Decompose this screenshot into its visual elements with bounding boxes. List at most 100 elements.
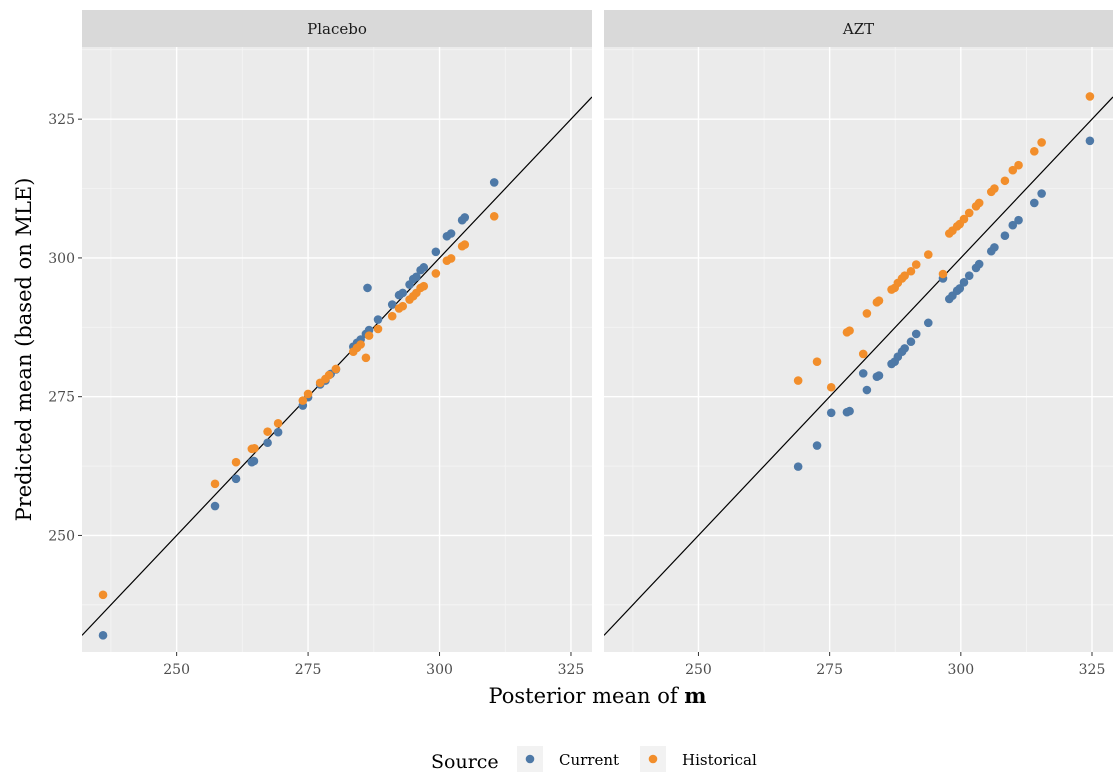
data-point: [373, 315, 383, 324]
y-tick-label: 325: [48, 112, 75, 128]
data-point: [862, 385, 872, 395]
x-tick-label: 300: [426, 662, 453, 678]
data-point: [959, 278, 969, 287]
legend-key-marker: [648, 754, 658, 764]
data-point: [959, 214, 969, 224]
x-tick-label: 275: [816, 662, 843, 678]
data-point: [361, 353, 371, 363]
data-point: [387, 300, 397, 309]
series-historical: [793, 92, 1095, 392]
data-point: [303, 389, 313, 399]
data-point: [446, 229, 456, 238]
data-point: [98, 631, 108, 640]
data-point: [373, 324, 383, 334]
reference-line-y-equals-x: [604, 96, 1113, 636]
facet-strip-label: AZT: [842, 20, 874, 38]
data-point: [249, 456, 259, 466]
data-point: [826, 382, 836, 392]
x-tick-label: 275: [295, 662, 322, 678]
data-point: [990, 184, 999, 193]
data-point: [923, 318, 933, 328]
data-point: [906, 266, 916, 276]
data-point: [231, 457, 241, 467]
x-tick-label: 250: [163, 662, 190, 678]
data-point: [1014, 160, 1023, 170]
data-point: [419, 281, 429, 291]
data-point: [974, 198, 984, 208]
data-point: [460, 240, 470, 249]
data-point: [900, 271, 909, 280]
data-point: [900, 344, 909, 353]
data-point: [431, 269, 441, 278]
facet-strip-label: Placebo: [307, 20, 367, 38]
legend-title: Source: [431, 751, 499, 773]
data-point: [431, 247, 441, 257]
data-point: [1037, 189, 1046, 198]
data-point: [210, 479, 220, 489]
legend-label-current: Current: [559, 751, 619, 769]
data-point: [911, 329, 921, 339]
data-point: [955, 284, 965, 293]
data-point: [250, 443, 259, 453]
data-point: [793, 462, 803, 471]
data-point: [263, 438, 272, 448]
data-point: [812, 441, 822, 450]
data-point: [419, 263, 429, 272]
x-tick-label: 325: [1079, 662, 1106, 678]
data-point: [1029, 147, 1039, 156]
data-point: [412, 272, 421, 282]
data-point: [356, 340, 365, 349]
legend-label-historical: Historical: [682, 751, 757, 769]
series-current: [793, 136, 1095, 471]
data-point: [387, 311, 397, 321]
data-point: [489, 178, 499, 187]
facet-strip: [604, 10, 1113, 47]
legend: Source Current Historical: [431, 746, 757, 773]
data-point: [1000, 176, 1010, 186]
data-point: [1014, 215, 1023, 225]
panel-azt: AZT 250 275 300 325: [604, 10, 1113, 678]
facet-strip: [82, 10, 592, 47]
data-point: [331, 364, 341, 374]
panel-placebo: Placebo 250 275 300 325 250 275 300 325: [48, 10, 592, 678]
data-point: [862, 309, 872, 318]
data-point: [812, 357, 822, 367]
data-point: [363, 283, 372, 293]
data-point: [364, 331, 374, 340]
data-point: [923, 250, 933, 259]
x-tick-label: 300: [947, 662, 974, 678]
y-tick-label: 275: [48, 390, 75, 406]
data-point: [938, 269, 948, 279]
x-tick-label: 325: [558, 662, 585, 678]
data-point: [231, 474, 241, 484]
data-point: [845, 326, 854, 335]
data-point: [1008, 220, 1018, 230]
panel-background: [82, 47, 592, 652]
data-point: [793, 376, 803, 385]
data-point: [1037, 138, 1046, 147]
data-point: [1000, 231, 1010, 241]
data-point: [858, 369, 868, 378]
data-point: [1085, 136, 1095, 146]
data-point: [273, 419, 283, 428]
data-point: [398, 301, 408, 311]
data-point: [964, 271, 974, 280]
data-point: [273, 427, 283, 437]
data-point: [489, 211, 499, 221]
data-point: [911, 260, 921, 269]
data-point: [98, 590, 108, 600]
data-point: [826, 408, 836, 418]
data-point: [906, 337, 916, 347]
data-point: [874, 296, 884, 305]
data-point: [1029, 198, 1039, 208]
data-point: [990, 243, 999, 252]
data-point: [1085, 92, 1095, 101]
y-axis-title: Predicted mean (based on MLE): [12, 178, 36, 522]
y-tick-label: 250: [48, 528, 75, 544]
data-point: [298, 396, 308, 405]
data-point: [460, 213, 470, 222]
data-point: [263, 427, 272, 436]
x-axis-title: Posterior mean of m: [488, 683, 706, 708]
